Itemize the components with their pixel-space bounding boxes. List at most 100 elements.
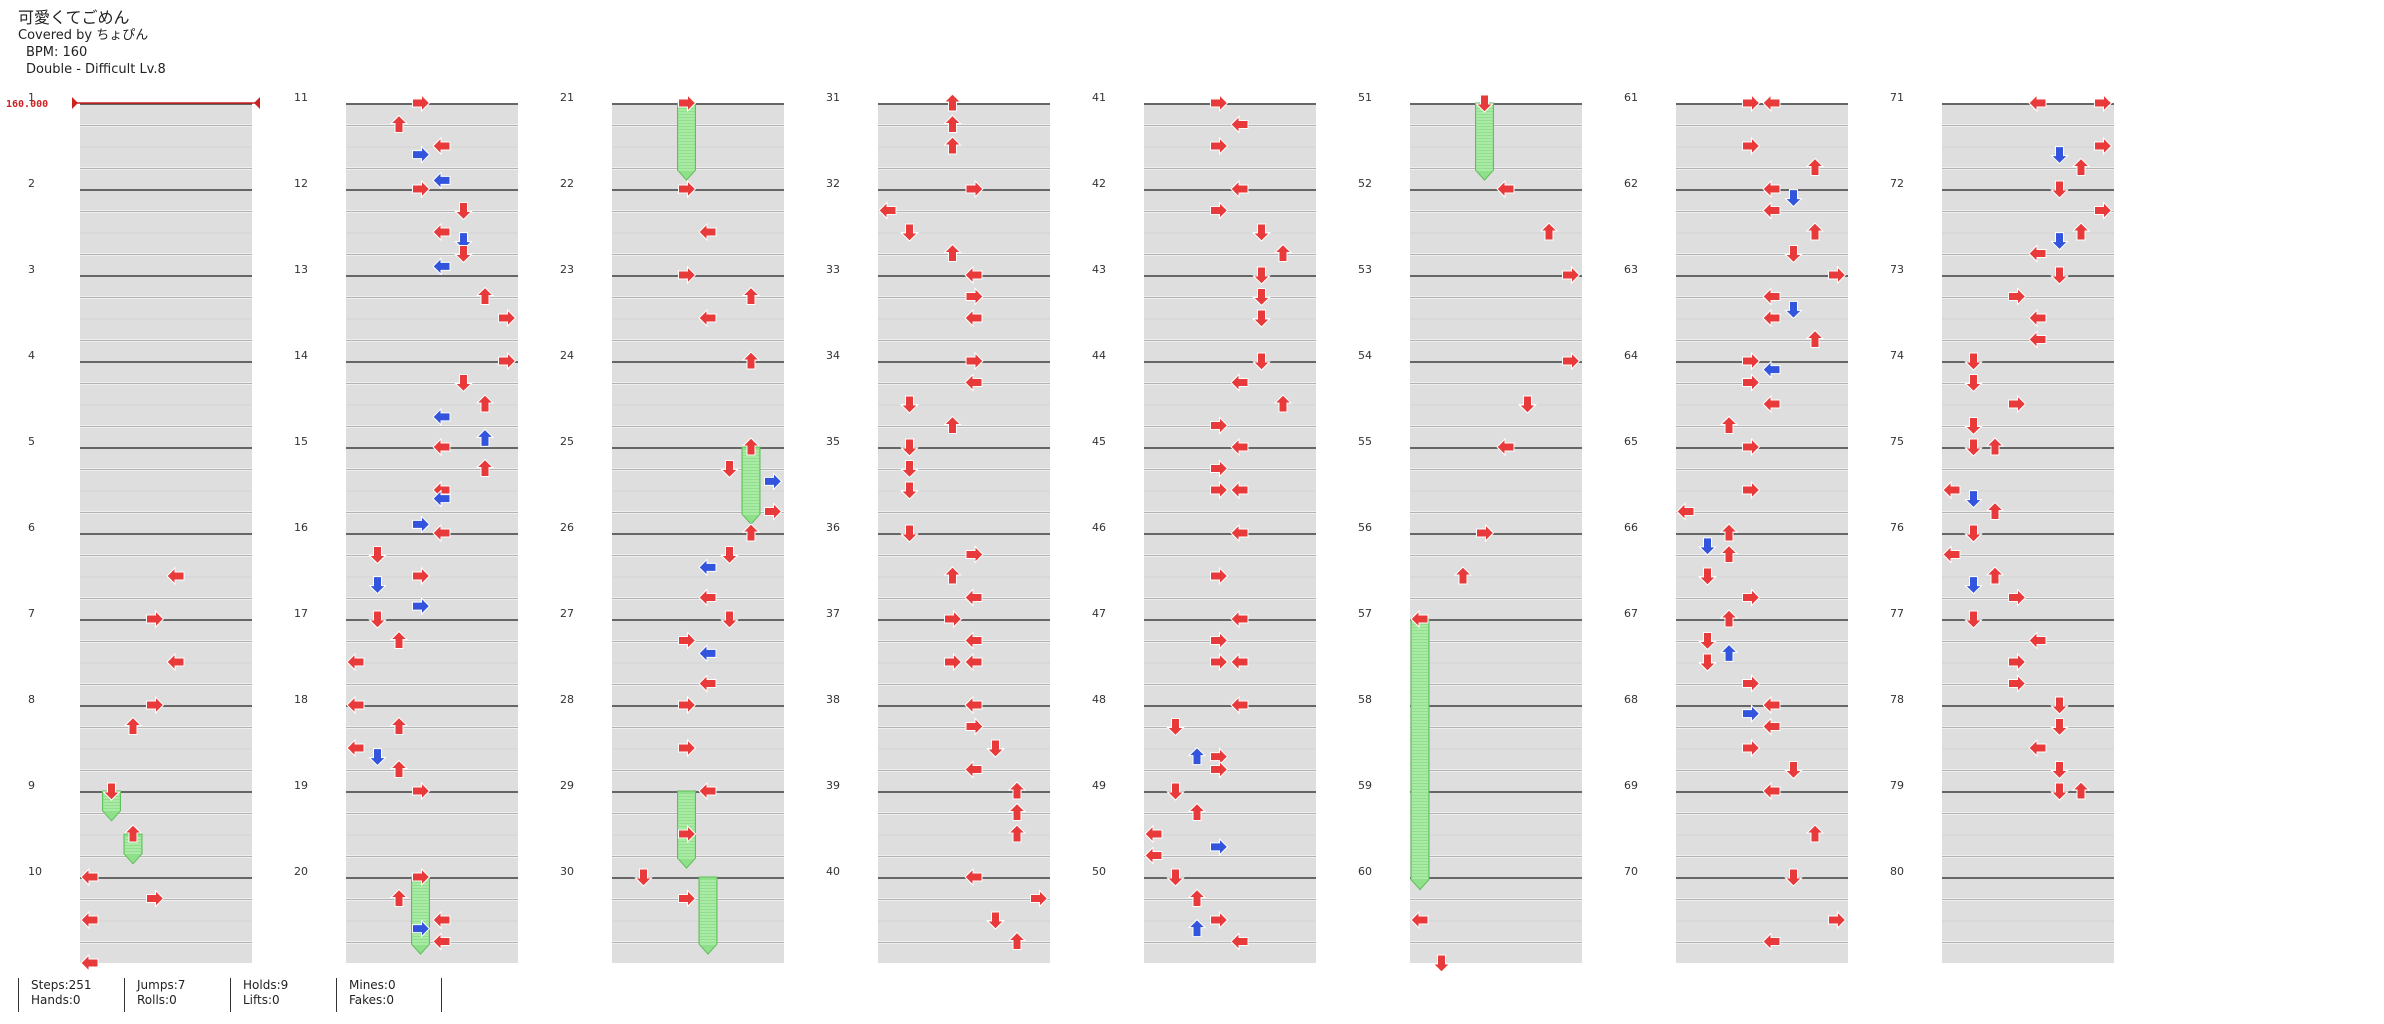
measure-number: 62: [1624, 177, 1638, 190]
hold-body: [1475, 102, 1494, 181]
beat-row: [1410, 320, 1582, 340]
measure-number: 79: [1890, 779, 1904, 792]
measure-number: 8: [28, 693, 35, 706]
beat-row: [346, 642, 518, 662]
beat-row: [1144, 234, 1316, 254]
beat-row: [1676, 169, 1848, 189]
stat-holds: Holds:9: [243, 978, 289, 992]
beat-row: [346, 255, 518, 275]
beat-row: [612, 535, 784, 555]
beat-row: [612, 578, 784, 598]
beat-row: [878, 535, 1050, 555]
beat-row: [1410, 578, 1582, 598]
beat-row: [1410, 556, 1582, 576]
beat-row: [612, 363, 784, 383]
beat-row: [878, 212, 1050, 232]
beat-row: [612, 900, 784, 920]
song-header: 可愛くてごめん Covered by ちょぴん BPM: 160 Double …: [18, 8, 166, 78]
beat-row: [1676, 664, 1848, 684]
arrow-right-icon: [2008, 287, 2027, 306]
arrow-left-icon: [1762, 932, 1781, 951]
measure-number: 65: [1624, 435, 1638, 448]
arrow-down-icon: [986, 911, 1005, 930]
arrow-right-icon: [1562, 351, 1581, 371]
arrow-up-icon: [1805, 222, 1825, 241]
beat-row: [346, 384, 518, 404]
beat-row: [346, 492, 518, 512]
beat-row: [878, 685, 1050, 705]
beat-row: [1410, 384, 1582, 404]
beat-row: [878, 341, 1050, 361]
beat-row: [612, 642, 784, 662]
arrow-right-icon: [412, 781, 431, 801]
beat-row: [1144, 879, 1316, 899]
arrow-up-icon: [1187, 888, 1207, 907]
measure-number: 67: [1624, 607, 1638, 620]
beat-row: [612, 298, 784, 318]
arrow-up-icon: [1805, 157, 1825, 176]
beat-row: [1676, 470, 1848, 490]
beat-row: [612, 126, 784, 146]
beat-row: [1410, 793, 1582, 813]
beat-row: [1144, 449, 1316, 469]
stat-jumps-rolls: Jumps:7 Rolls:0: [124, 978, 230, 1012]
beat-row: [1676, 126, 1848, 146]
arrow-left-icon: [698, 308, 717, 328]
beat-row: [1676, 599, 1848, 619]
beat-row: [878, 750, 1050, 770]
arrow-left-icon: [2028, 308, 2047, 328]
arrow-up-icon: [1187, 918, 1207, 938]
measure-number: 39: [826, 779, 840, 792]
beat-row: [346, 771, 518, 791]
difficulty-label: Double - Difficult Lv.8: [26, 62, 166, 77]
measure-number: 60: [1358, 865, 1372, 878]
beat-row: [80, 191, 252, 211]
beat-row: [1410, 900, 1582, 920]
beat-row: [80, 664, 252, 684]
arrow-left-icon: [432, 489, 451, 508]
arrow-up-icon: [1805, 824, 1825, 843]
beat-row: [1942, 148, 2114, 168]
beat-row: [80, 470, 252, 490]
beat-row: [1410, 943, 1582, 963]
measure-number: 52: [1358, 177, 1372, 190]
arrow-right-icon: [965, 179, 984, 199]
beat-row: [1942, 578, 2114, 598]
measure-number: 13: [294, 263, 308, 276]
measure-number: 32: [826, 177, 840, 190]
arrow-left-icon: [1762, 287, 1781, 306]
beat-row: [346, 664, 518, 684]
beat-row: [1144, 169, 1316, 189]
beat-row: [878, 298, 1050, 318]
beat-row: [346, 857, 518, 877]
arrow-down-icon: [454, 245, 473, 264]
arrow-right-icon: [2008, 394, 2027, 414]
arrow-down-icon: [102, 782, 121, 801]
beat-row: [1676, 148, 1848, 168]
beat-row: [80, 599, 252, 619]
beat-row: [1676, 341, 1848, 361]
beat-row: [1676, 298, 1848, 318]
arrow-right-icon: [678, 889, 697, 908]
measure-number: 70: [1624, 865, 1638, 878]
beat-row: [346, 922, 518, 942]
arrow-up-icon: [1985, 566, 2005, 585]
arrow-right-icon: [1742, 674, 1761, 693]
beat-row: [80, 363, 252, 383]
beat-row: [612, 406, 784, 426]
arrow-right-icon: [678, 179, 697, 199]
arrow-right-icon: [678, 824, 697, 844]
beat-row: [1942, 943, 2114, 963]
beat-row: [878, 793, 1050, 813]
measure-number: 35: [826, 435, 840, 448]
beat-row: [1144, 642, 1316, 662]
arrow-right-icon: [146, 695, 165, 715]
arrow-left-icon: [1410, 609, 1429, 629]
beat-row: [1144, 857, 1316, 877]
arrow-up-icon: [1453, 566, 1473, 585]
arrow-left-icon: [2028, 93, 2047, 113]
beat-row: [346, 599, 518, 619]
arrow-up-icon: [741, 523, 761, 542]
beat-row: [612, 707, 784, 727]
beat-row: [1676, 427, 1848, 447]
